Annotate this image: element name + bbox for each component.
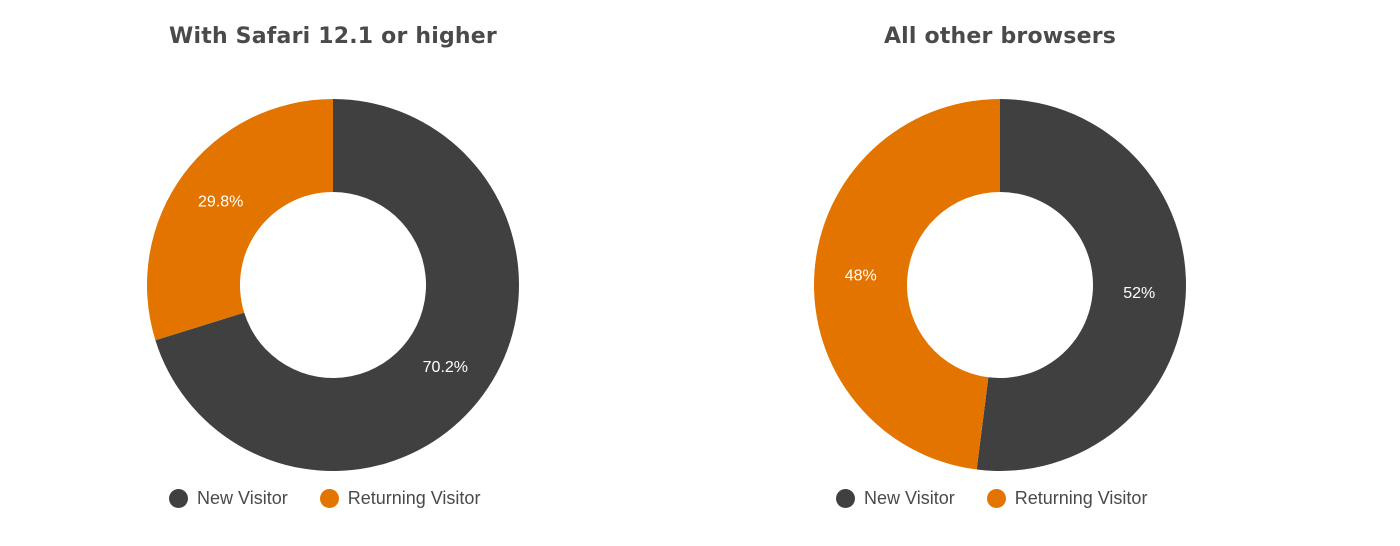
legend-label-returning-visitor: Returning Visitor bbox=[1014, 487, 1148, 508]
donut-slice-returning-visitor[interactable] bbox=[813, 99, 1000, 470]
legend-label-returning-visitor: Returning Visitor bbox=[347, 487, 481, 508]
donut-slice-new-visitor[interactable] bbox=[976, 99, 1186, 471]
legend-swatch-returning-visitor bbox=[986, 488, 1006, 508]
slice-label-new-visitor: 70.2% bbox=[423, 359, 468, 376]
legend-swatch-new-visitor bbox=[836, 488, 855, 508]
chart-title-other-browsers: All other browsers bbox=[883, 24, 1117, 49]
legend-item-new-visitor[interactable]: New Visitor bbox=[836, 488, 955, 509]
donut-slice-returning-visitor[interactable] bbox=[147, 99, 333, 341]
slice-label-returning-visitor: 48% bbox=[845, 267, 877, 284]
legend-swatch-returning-visitor bbox=[319, 488, 339, 508]
legend-other-browsers: New Visitor Returning Visitor bbox=[836, 486, 1147, 510]
legend-swatch-new-visitor bbox=[169, 488, 188, 508]
legend-label-new-visitor: New Visitor bbox=[864, 487, 955, 508]
slice-label-new-visitor: 52% bbox=[1123, 285, 1155, 302]
chart-title-safari: With Safari 12.1 or higher bbox=[169, 24, 497, 49]
slice-label-returning-visitor: 29.8% bbox=[198, 194, 243, 211]
legend-safari: New Visitor Returning Visitor bbox=[169, 486, 480, 510]
legend-label-new-visitor: New Visitor bbox=[197, 487, 288, 508]
legend-item-returning-visitor[interactable]: Returning Visitor bbox=[986, 487, 1148, 509]
donut-slice-new-visitor[interactable] bbox=[155, 99, 519, 471]
legend-item-new-visitor[interactable]: New Visitor bbox=[169, 488, 288, 509]
legend-item-returning-visitor[interactable]: Returning Visitor bbox=[319, 487, 481, 509]
